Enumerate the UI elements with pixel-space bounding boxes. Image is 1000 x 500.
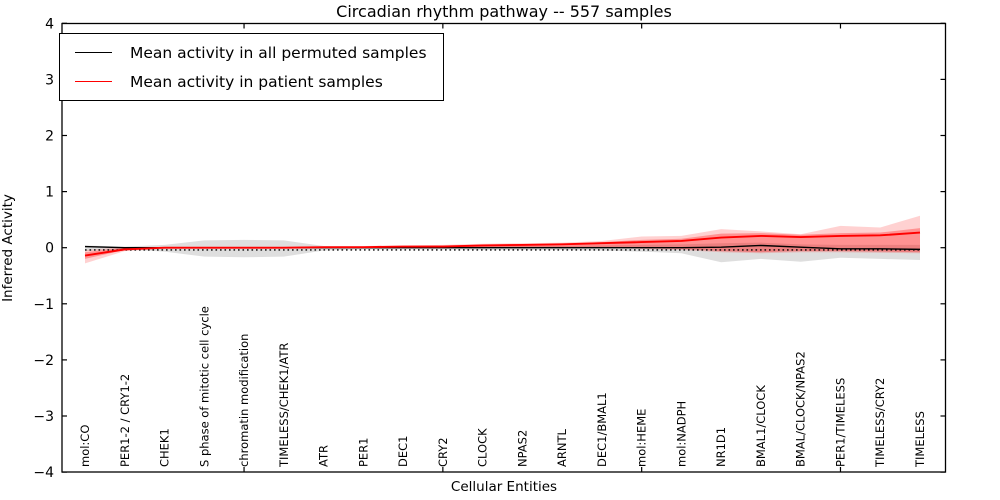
legend-item-permuted: Mean activity in all permuted samples <box>75 41 427 64</box>
band-permuted-range <box>85 239 920 263</box>
patient-mean-line <box>84 231 921 257</box>
x-category-label: mol:HEME <box>635 409 649 467</box>
legend-item-patient: Mean activity in patient samples <box>75 70 427 93</box>
x-category-label: PER1 <box>356 437 370 467</box>
x-category-label: TIMELESS/CRY2 <box>873 378 887 468</box>
x-category-label: mol:NADPH <box>674 401 688 467</box>
x-category-label: TIMELESS/CHEK1/ATR <box>277 343 291 468</box>
x-category-label: NR1D1 <box>714 427 728 467</box>
band-patient-range-inner <box>85 228 920 259</box>
y-tick-label: −4 <box>33 465 54 481</box>
x-category-label: NPAS2 <box>515 430 529 467</box>
y-tick-label: −2 <box>33 353 54 369</box>
x-category-label: DEC1/BMAL1 <box>595 392 609 467</box>
x-category-label: TIMELESS <box>913 411 927 468</box>
y-tick-label: 2 <box>45 129 54 145</box>
y-tick-label: 0 <box>45 241 54 257</box>
x-category-label: mol:CO <box>78 425 92 467</box>
y-tick-label: 4 <box>45 16 54 32</box>
patient-line-swatch <box>75 81 112 82</box>
permuted-line-swatch <box>75 52 112 53</box>
x-category-label: PER1/TIMELESS <box>833 378 847 467</box>
chart-title: Circadian rhythm pathway -- 557 samples <box>336 2 672 21</box>
x-category-label: ARNTL <box>555 429 569 467</box>
x-category-label: BMAL/CLOCK/NPAS2 <box>794 351 808 467</box>
y-tick-label: 3 <box>45 72 54 88</box>
legend-label-patient: Mean activity in patient samples <box>130 72 383 91</box>
x-category-label: DEC1 <box>396 436 410 467</box>
x-category-label: chromatin modification <box>237 334 251 467</box>
legend-label-permuted: Mean activity in all permuted samples <box>130 43 427 62</box>
x-category-label: BMAL1/CLOCK <box>754 385 768 467</box>
x-category-label: PER1-2 / CRY1-2 <box>118 374 132 467</box>
y-axis-title: Inferred Activity <box>0 194 16 302</box>
x-category-label: CRY2 <box>436 437 450 467</box>
band-patient-range-outer <box>85 215 920 264</box>
legend: Mean activity in all permuted samples Me… <box>59 33 444 101</box>
x-category-label: CHEK1 <box>158 428 172 467</box>
y-tick-label: −3 <box>33 409 54 425</box>
x-category-label: ATR <box>317 445 331 467</box>
x-axis-title: Cellular Entities <box>450 479 558 495</box>
y-tick-label: 1 <box>45 185 54 201</box>
x-category-label: S phase of mitotic cell cycle <box>197 306 211 467</box>
x-category-label: CLOCK <box>476 428 490 467</box>
y-tick-label: −1 <box>33 297 54 313</box>
